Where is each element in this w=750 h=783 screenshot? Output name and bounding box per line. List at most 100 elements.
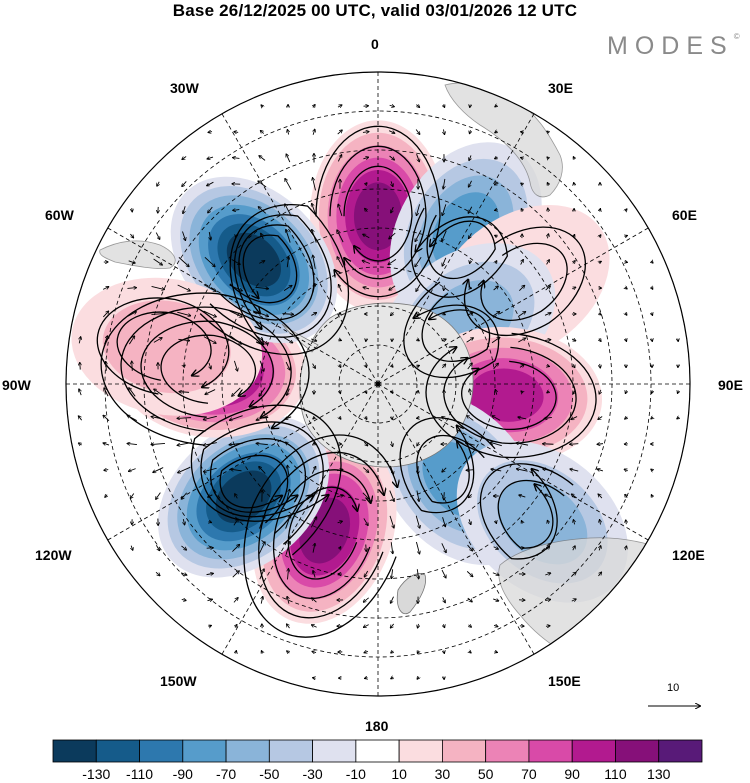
wind-vector [313, 104, 315, 107]
wind-vector [312, 203, 317, 217]
wind-vector [443, 178, 445, 189]
wind-vector [233, 598, 238, 603]
meridian [107, 383, 379, 541]
wind-vector [521, 391, 523, 393]
wind-vector [521, 209, 523, 212]
wind-vector [570, 469, 579, 471]
wind-vector [235, 624, 237, 627]
wind-vector [651, 313, 652, 316]
wind-vector [518, 312, 525, 317]
wind-vector [390, 623, 395, 628]
wind-vector [337, 230, 344, 243]
wind-vector [233, 158, 240, 159]
wind-vector [442, 230, 447, 242]
meridian [377, 113, 535, 385]
colorbar [52, 739, 703, 763]
wind-vector [625, 417, 628, 419]
wind-vector [179, 392, 190, 393]
map-title: Base 26/12/2025 00 UTC, valid 03/01/2026… [172, 1, 578, 20]
streamline [479, 463, 574, 560]
wind-vector [337, 469, 343, 470]
wind-vector [573, 157, 574, 160]
wind-vector [571, 572, 576, 577]
wind-vector [287, 465, 288, 475]
wind-vector [337, 130, 343, 135]
wind-vector [495, 652, 498, 653]
wind-vector [441, 569, 446, 578]
wind-vector [625, 390, 626, 393]
wind-vector [470, 389, 471, 396]
wind-vector [285, 442, 291, 447]
wind-vector [600, 209, 601, 212]
wind-vector [571, 339, 576, 341]
wind-vector [598, 494, 603, 499]
wind-vector [258, 181, 267, 188]
wind-vector [519, 285, 524, 292]
wind-vector [494, 183, 497, 185]
wind-vector [261, 105, 263, 107]
streamline [497, 479, 565, 549]
wind-vector [389, 285, 396, 290]
wind-vector [337, 257, 344, 268]
streamline [443, 226, 586, 337]
wind-vector [78, 443, 81, 445]
wind-vector [130, 493, 135, 499]
wind-vector [651, 469, 653, 471]
modes-logo: MODES© [607, 32, 740, 61]
wind-vector [203, 310, 217, 317]
wind-vector [103, 415, 110, 422]
wind-vector [180, 573, 187, 575]
wind-vector [495, 105, 497, 107]
wind-vector [338, 284, 342, 292]
wind-vector [521, 183, 523, 185]
wind-vector [390, 465, 393, 474]
wind-vector [444, 492, 445, 500]
wind-vector [127, 415, 138, 422]
wind-vector [389, 515, 394, 528]
wind-vector [312, 229, 317, 243]
wind-vector [417, 339, 420, 341]
wind-vector [495, 210, 498, 211]
wind-vector [443, 105, 444, 108]
wind-vector [391, 569, 392, 578]
wind-vector [521, 158, 524, 159]
wind-vector [677, 391, 678, 394]
wind-vector [466, 470, 474, 471]
wind-vector [288, 569, 289, 580]
meridian [107, 227, 379, 385]
wind-vector [442, 257, 447, 266]
wind-vector [312, 363, 316, 369]
wind-vector [364, 570, 369, 577]
wind-vector [363, 518, 368, 525]
wind-vector [182, 181, 187, 186]
wind-vector [234, 132, 239, 133]
wind-vector [106, 361, 107, 371]
wind-vector [78, 416, 83, 421]
wind-vector [416, 105, 419, 108]
streamline [100, 292, 310, 446]
wind-vector [362, 467, 369, 473]
wind-vector [467, 363, 472, 370]
wind-vector [181, 599, 186, 600]
wind-vector [261, 596, 263, 604]
wind-vector [516, 443, 529, 446]
wind-vector [490, 442, 502, 447]
wind-vector [444, 285, 445, 290]
wind-vector [519, 495, 526, 497]
wind-vector [255, 311, 268, 317]
map-border [65, 71, 691, 697]
wind-vector [313, 678, 316, 679]
wind-vector [127, 312, 137, 317]
wind-vector [442, 517, 446, 527]
meridian [221, 383, 379, 655]
lon-label-90e: 90E [718, 377, 743, 393]
wind-vector [389, 155, 395, 160]
wind-vector [104, 470, 109, 471]
wind-vector [177, 442, 191, 446]
colorbar-swatch [355, 739, 400, 763]
wind-vector [365, 417, 367, 420]
copyright-mark: © [733, 31, 740, 41]
wind-vector [282, 314, 293, 315]
wind-vector [203, 442, 217, 446]
lon-label-30e: 30E [548, 80, 573, 96]
